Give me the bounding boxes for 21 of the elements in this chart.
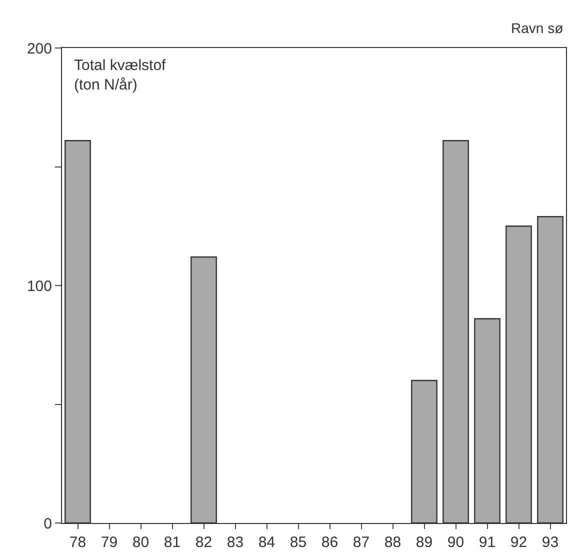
x-tick-label: 80 bbox=[132, 534, 150, 551]
y-axis-title: Total kvælstof (ton N/år) bbox=[74, 57, 167, 94]
x-tick-label: 93 bbox=[542, 534, 559, 551]
x-tick-label: 81 bbox=[164, 534, 181, 551]
x-tick-label: 85 bbox=[290, 534, 307, 551]
x-tick-label: 84 bbox=[258, 534, 276, 551]
x-tick-label: 90 bbox=[447, 534, 464, 551]
y-tick-label: 200 bbox=[26, 40, 52, 58]
y-tick-label: 100 bbox=[26, 278, 52, 295]
x-tick-label: 86 bbox=[321, 534, 338, 551]
x-tick-label: 88 bbox=[384, 534, 402, 551]
x-tick-label: 79 bbox=[100, 534, 118, 551]
x-tick-label: 89 bbox=[416, 534, 433, 551]
chart-title: Ravn sø bbox=[511, 20, 564, 36]
x-tick-label: 91 bbox=[478, 534, 496, 551]
x-tick-label: 82 bbox=[195, 534, 212, 551]
x-tick-label: 87 bbox=[352, 534, 370, 551]
x-tick-label: 83 bbox=[226, 534, 244, 551]
x-tick-label: 92 bbox=[510, 534, 528, 551]
x-tick-label: 78 bbox=[69, 534, 86, 551]
y-tick-label: 0 bbox=[44, 515, 52, 532]
